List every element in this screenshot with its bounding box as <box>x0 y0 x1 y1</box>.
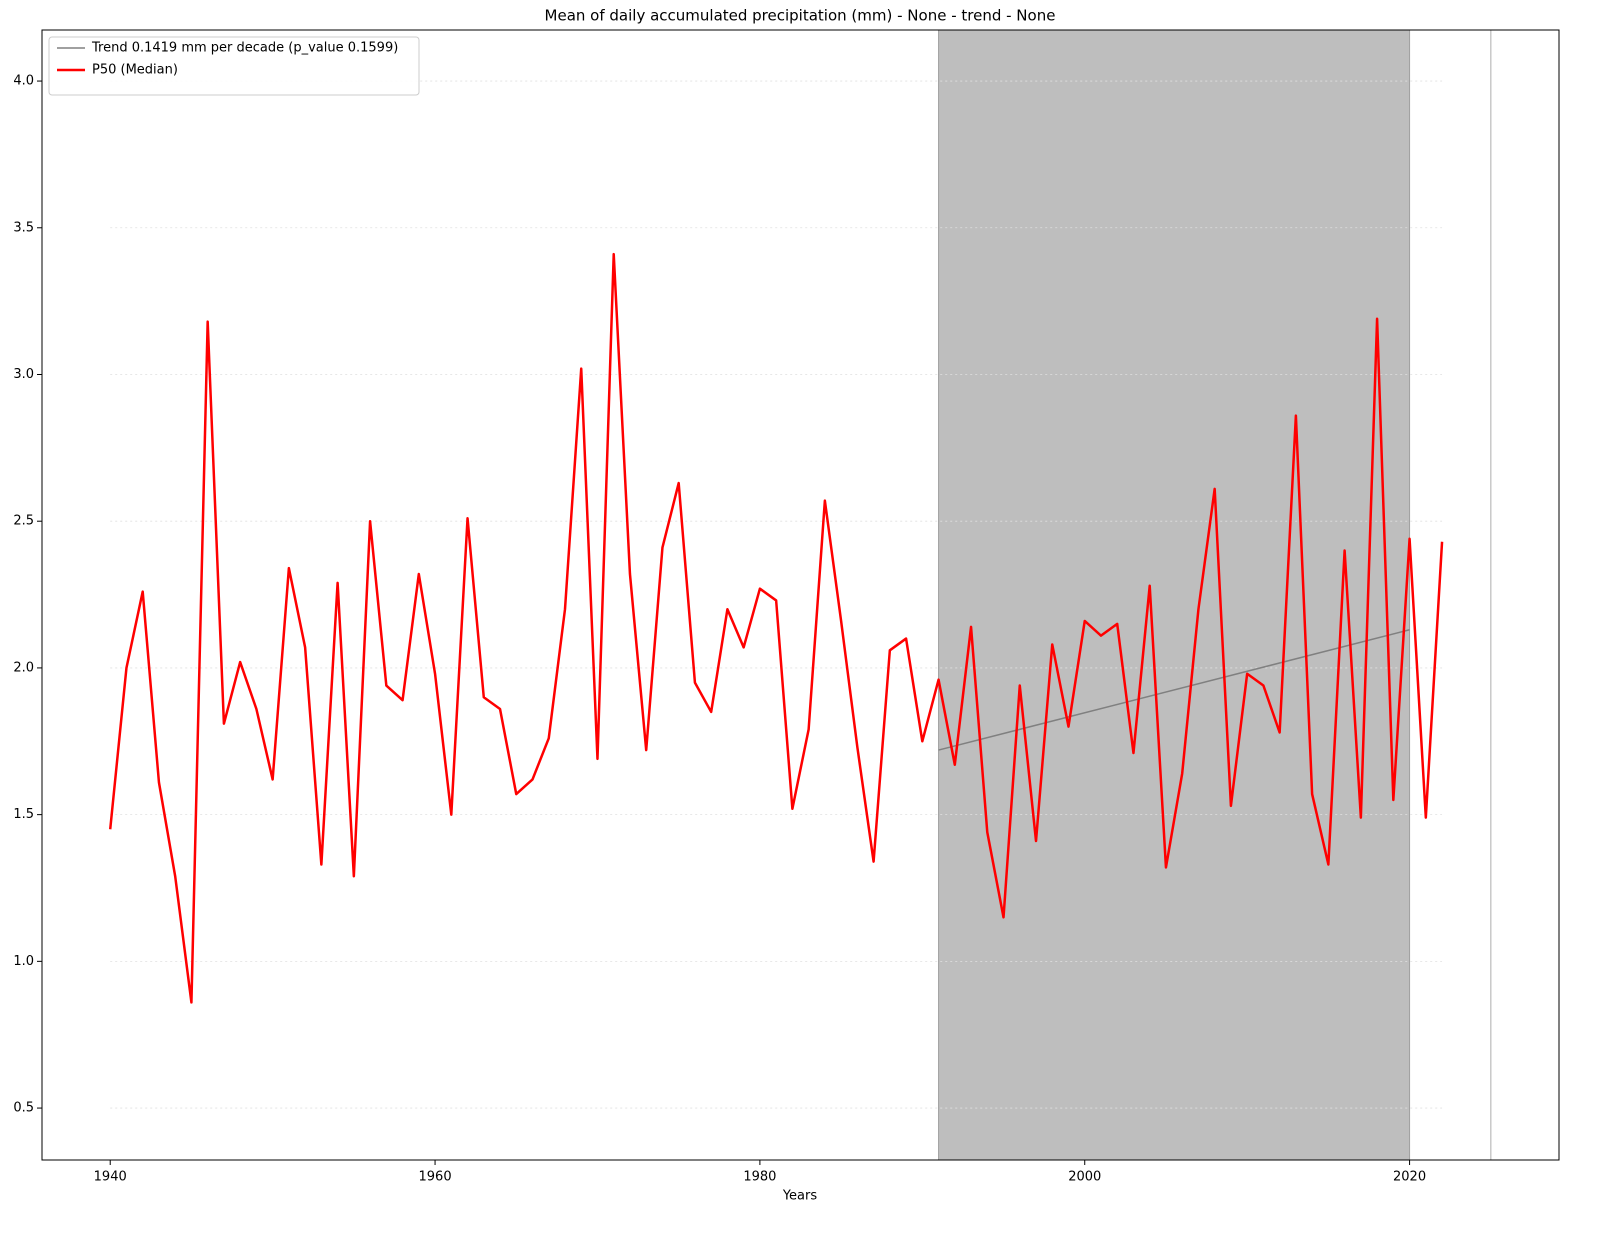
legend: Trend 0.1419 mm per decade (p_value 0.15… <box>48 36 420 96</box>
y-tick-label: 2.5 <box>13 514 34 529</box>
x-tick-label: 1940 <box>94 1170 127 1185</box>
legend-label: Trend 0.1419 mm per decade (p_value 0.15… <box>91 41 398 56</box>
x-tick-label: 1980 <box>743 1170 776 1185</box>
y-tick-label: 2.0 <box>13 660 34 675</box>
y-tick-label: 0.5 <box>13 1101 34 1116</box>
x-tick-label: 1960 <box>419 1170 452 1185</box>
y-tick-label: 4.0 <box>13 74 34 89</box>
legend-label: P50 (Median) <box>92 63 178 78</box>
y-tick-label: 3.5 <box>13 220 34 235</box>
x-tick-label: 2020 <box>1393 1170 1426 1185</box>
chart-title: Mean of daily accumulated precipitation … <box>545 7 1056 25</box>
y-tick-label: 1.0 <box>13 954 34 969</box>
y-tick-label: 1.5 <box>13 807 34 822</box>
series-line <box>108 252 1444 1004</box>
x-tick-label: 2000 <box>1068 1170 1101 1185</box>
shaded-span <box>938 29 1411 1161</box>
x-axis-label: Years <box>782 1189 818 1204</box>
y-tick-label: 3.0 <box>13 367 34 382</box>
legend-box <box>48 36 420 96</box>
plot-frame <box>41 29 1560 1161</box>
